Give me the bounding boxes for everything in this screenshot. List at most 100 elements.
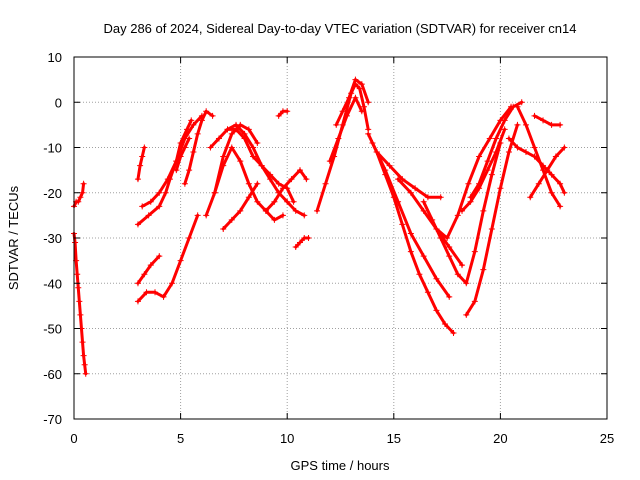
data-point xyxy=(75,284,82,291)
data-point xyxy=(267,176,274,183)
data-point xyxy=(557,121,564,128)
series-arc-5 xyxy=(134,212,201,305)
data-point xyxy=(194,130,201,137)
series-arc-7 xyxy=(139,112,205,210)
data-point xyxy=(284,108,291,115)
series-trace xyxy=(208,127,255,159)
series-trace xyxy=(469,100,524,199)
data-point xyxy=(557,180,564,187)
data-point xyxy=(522,149,529,156)
data-point xyxy=(245,194,252,201)
data-point xyxy=(220,162,227,169)
data-layer xyxy=(71,76,568,377)
y-tick-label: 10 xyxy=(48,50,62,65)
data-point xyxy=(139,203,146,210)
series-arc-4 xyxy=(134,117,195,228)
data-point xyxy=(446,293,453,300)
series-trace xyxy=(464,123,519,317)
data-point xyxy=(450,330,457,337)
data-point xyxy=(535,180,542,187)
data-point xyxy=(250,153,257,160)
data-point xyxy=(548,189,555,196)
series-arc-27 xyxy=(433,103,515,241)
data-point xyxy=(433,307,440,314)
data-point xyxy=(141,144,148,151)
series-trace xyxy=(434,105,513,240)
series-trace xyxy=(204,123,259,217)
data-point xyxy=(245,180,252,187)
data-point xyxy=(420,198,427,205)
series-arc-29 xyxy=(459,126,508,214)
y-tick-label: -30 xyxy=(43,231,62,246)
series-arc-30 xyxy=(467,99,525,201)
x-tick-label: 15 xyxy=(387,431,401,446)
data-point xyxy=(156,253,163,260)
data-point xyxy=(346,94,353,101)
data-point xyxy=(258,162,265,169)
data-point xyxy=(557,203,564,210)
data-point xyxy=(152,289,159,296)
data-point xyxy=(75,198,82,205)
data-point xyxy=(215,135,222,142)
data-point xyxy=(284,198,291,205)
y-tick-label: -40 xyxy=(43,276,62,291)
series-trace xyxy=(221,182,259,231)
data-point xyxy=(522,121,529,128)
series-trace xyxy=(315,82,370,213)
data-point xyxy=(275,180,282,187)
data-point xyxy=(493,149,500,156)
y-tick-label: -10 xyxy=(43,141,62,156)
data-point xyxy=(296,167,303,174)
data-point xyxy=(190,121,197,128)
data-point xyxy=(476,153,483,160)
data-point xyxy=(463,311,470,318)
data-point xyxy=(501,126,508,133)
data-point xyxy=(352,94,359,101)
data-point xyxy=(224,126,231,133)
data-point xyxy=(254,180,261,187)
x-tick-label: 20 xyxy=(493,431,507,446)
data-point xyxy=(145,212,152,219)
data-point xyxy=(194,212,201,219)
data-point xyxy=(527,194,534,201)
data-point xyxy=(424,289,431,296)
data-point xyxy=(531,144,538,151)
data-point xyxy=(356,85,363,92)
data-point xyxy=(407,248,414,255)
data-point xyxy=(147,262,154,269)
series-arc-31 xyxy=(514,103,564,210)
data-point xyxy=(80,352,87,359)
data-point xyxy=(365,130,372,137)
data-point xyxy=(134,221,141,228)
data-point xyxy=(305,235,312,241)
data-point xyxy=(465,180,472,187)
data-point xyxy=(292,244,299,251)
series-arc-23 xyxy=(369,139,453,300)
data-point xyxy=(454,212,461,219)
data-point xyxy=(177,153,184,160)
data-point xyxy=(480,207,487,214)
data-point xyxy=(505,149,512,156)
data-point xyxy=(437,194,444,201)
series-trace xyxy=(460,127,507,213)
data-point xyxy=(433,275,440,282)
data-point xyxy=(471,248,478,255)
series-trace xyxy=(528,146,566,199)
data-point xyxy=(296,239,303,246)
data-point xyxy=(292,207,299,214)
data-point xyxy=(486,135,493,142)
data-point xyxy=(429,216,436,223)
data-point xyxy=(288,176,295,183)
series-trace xyxy=(328,96,364,163)
y-tick-label: 0 xyxy=(55,95,62,110)
data-point xyxy=(561,189,568,196)
data-point xyxy=(228,130,235,137)
data-point xyxy=(514,103,521,110)
x-tick-label: 10 xyxy=(280,431,294,446)
series-arc-6 xyxy=(134,253,163,287)
data-point xyxy=(181,144,188,151)
data-point xyxy=(237,207,244,214)
data-point xyxy=(271,198,278,205)
data-point xyxy=(416,271,423,278)
